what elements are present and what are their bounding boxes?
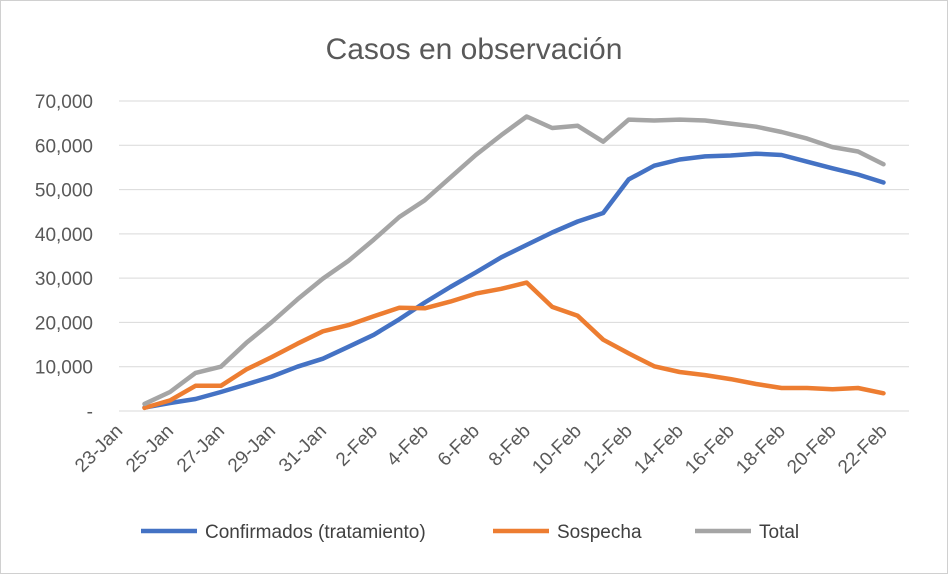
plot-area xyxy=(142,114,886,411)
x-tick-label: 25-Jan xyxy=(122,421,178,477)
y-tick-label: 10,000 xyxy=(35,358,93,379)
x-tick-label: 20-Feb xyxy=(783,421,840,478)
x-tick-label: 27-Jan xyxy=(173,421,229,477)
x-tick-label: 14-Feb xyxy=(630,421,687,478)
y-tick-label: - xyxy=(87,402,93,423)
x-tick-label: 2-Feb xyxy=(332,421,382,471)
series-line-1 xyxy=(142,280,886,411)
x-tick-label: 12-Feb xyxy=(579,421,636,478)
y-tick-label: 50,000 xyxy=(35,181,93,202)
x-tick-label: 31-Jan xyxy=(275,421,331,477)
y-tick-label: 20,000 xyxy=(35,313,93,334)
x-tick-label: 18-Feb xyxy=(732,421,789,478)
legend-label-1: Sospecha xyxy=(557,522,642,543)
legend-label-0: Confirmados (tratamiento) xyxy=(205,522,426,543)
y-tick-label: 40,000 xyxy=(35,225,93,246)
x-tick-label: 16-Feb xyxy=(681,421,738,478)
x-tick-label: 23-Jan xyxy=(71,421,127,477)
y-tick-label: 30,000 xyxy=(35,269,93,290)
x-tick-label: 6-Feb xyxy=(434,421,484,471)
legend: Confirmados (tratamiento) Sospecha Total xyxy=(141,522,799,543)
x-tick-label: 22-Feb xyxy=(834,421,891,478)
y-tick-label: 70,000 xyxy=(35,92,93,113)
series-line-2 xyxy=(142,114,886,407)
x-tick-label: 29-Jan xyxy=(224,421,280,477)
y-axis: - 10,000 20,000 30,000 40,000 50,000 60,000 70,… xyxy=(35,92,93,423)
grid-lines xyxy=(119,100,909,412)
chart-title: Casos en observación xyxy=(326,33,623,66)
legend-label-2: Total xyxy=(759,522,799,543)
y-tick-label: 60,000 xyxy=(35,136,93,157)
x-tick-label: 4-Feb xyxy=(383,421,433,471)
series-line-0 xyxy=(142,151,886,410)
x-tick-label: 10-Feb xyxy=(528,421,585,478)
